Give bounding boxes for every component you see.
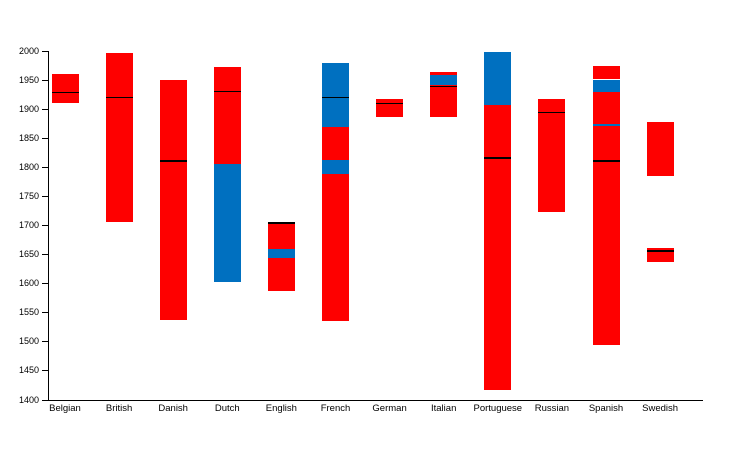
y-tick-label: 1450 bbox=[18, 365, 39, 376]
x-category-label: Belgian bbox=[49, 403, 81, 414]
x-category-label: French bbox=[320, 403, 351, 414]
bar-segment bbox=[322, 63, 349, 128]
bar-segment bbox=[322, 127, 349, 161]
bar-marker-line bbox=[592, 160, 620, 162]
y-tick-label: 1900 bbox=[18, 103, 39, 114]
y-tick-mark bbox=[42, 341, 48, 343]
x-category-label: German bbox=[372, 403, 407, 414]
y-tick-label: 1850 bbox=[18, 132, 39, 143]
bar-segment bbox=[430, 74, 458, 86]
x-category-label: British bbox=[105, 403, 133, 414]
x-category-label: English bbox=[265, 403, 297, 414]
bar-segment bbox=[592, 79, 620, 92]
y-tick-mark bbox=[42, 225, 48, 226]
bar-marker-line bbox=[376, 102, 404, 105]
y-tick-label: 1550 bbox=[18, 307, 39, 318]
y-tick-label: 1750 bbox=[18, 190, 39, 201]
y-tick-label: 1400 bbox=[18, 394, 39, 405]
bar-marker-line bbox=[267, 222, 295, 224]
x-category-label: Dutch bbox=[214, 403, 240, 414]
y-tick-mark bbox=[42, 108, 48, 110]
bar-segment bbox=[267, 258, 295, 292]
y-tick-label: 1950 bbox=[18, 74, 39, 85]
bar-marker-line bbox=[213, 90, 241, 93]
y-tick-label: 1600 bbox=[18, 278, 39, 289]
y-tick-mark bbox=[42, 370, 48, 372]
bar-marker-line bbox=[538, 111, 566, 114]
bar-segment bbox=[267, 249, 295, 259]
y-tick-mark bbox=[42, 312, 48, 314]
bar-segment bbox=[484, 105, 512, 390]
bar-segment bbox=[322, 160, 349, 175]
x-category-label: Italian bbox=[431, 403, 457, 414]
bar-segment bbox=[592, 123, 620, 127]
x-category-label: Portuguese bbox=[473, 403, 523, 414]
bar-segment bbox=[592, 126, 620, 346]
y-tick-label: 1650 bbox=[18, 249, 39, 260]
y-tick-mark bbox=[42, 283, 48, 285]
plot-area: 2000 1950 1900 1850 1800 1750 1700 1650 1600 1550… bbox=[19, 46, 703, 414]
y-tick-mark bbox=[42, 79, 48, 81]
bar-segment bbox=[592, 91, 620, 124]
bar-segment bbox=[484, 52, 512, 106]
x-category-label: Danish bbox=[158, 403, 188, 414]
bar-segment bbox=[376, 98, 404, 118]
x-category-label: Swedish bbox=[642, 403, 679, 414]
bar-segment bbox=[322, 174, 349, 322]
y-tick-mark bbox=[42, 195, 48, 197]
y-tick-mark bbox=[42, 166, 48, 168]
y-tick-mark bbox=[42, 137, 48, 139]
bar-segment bbox=[430, 71, 458, 75]
bar-segment bbox=[213, 67, 241, 165]
x-category-label: Spanish bbox=[588, 403, 624, 414]
y-tick-mark bbox=[42, 50, 48, 52]
y-tick-label: 2000 bbox=[18, 45, 39, 56]
y-tick-label: 1500 bbox=[18, 336, 39, 347]
bar-segment bbox=[538, 99, 566, 213]
bar-segment bbox=[51, 73, 79, 104]
y-tick-mark bbox=[42, 254, 48, 256]
bar-segment bbox=[592, 66, 620, 80]
bar-marker-line bbox=[105, 96, 133, 99]
bar-segment bbox=[267, 222, 295, 250]
bar-marker-line bbox=[430, 85, 458, 88]
bar-marker-line bbox=[51, 91, 79, 94]
bar-marker-line bbox=[484, 157, 512, 159]
bar-segment bbox=[159, 79, 187, 321]
bar-segment bbox=[213, 164, 241, 282]
y-tick-mark bbox=[42, 399, 48, 401]
x-category-label: Russian bbox=[534, 403, 570, 414]
bar-segment bbox=[430, 85, 458, 118]
bar-marker-line bbox=[646, 250, 674, 252]
bar-marker-line bbox=[322, 96, 349, 99]
y-tick-label: 1700 bbox=[18, 220, 39, 230]
y-tick-label: 1800 bbox=[18, 161, 39, 172]
bar-marker-line bbox=[159, 160, 187, 162]
bar-segment bbox=[105, 53, 133, 222]
bar-segment bbox=[646, 121, 674, 177]
